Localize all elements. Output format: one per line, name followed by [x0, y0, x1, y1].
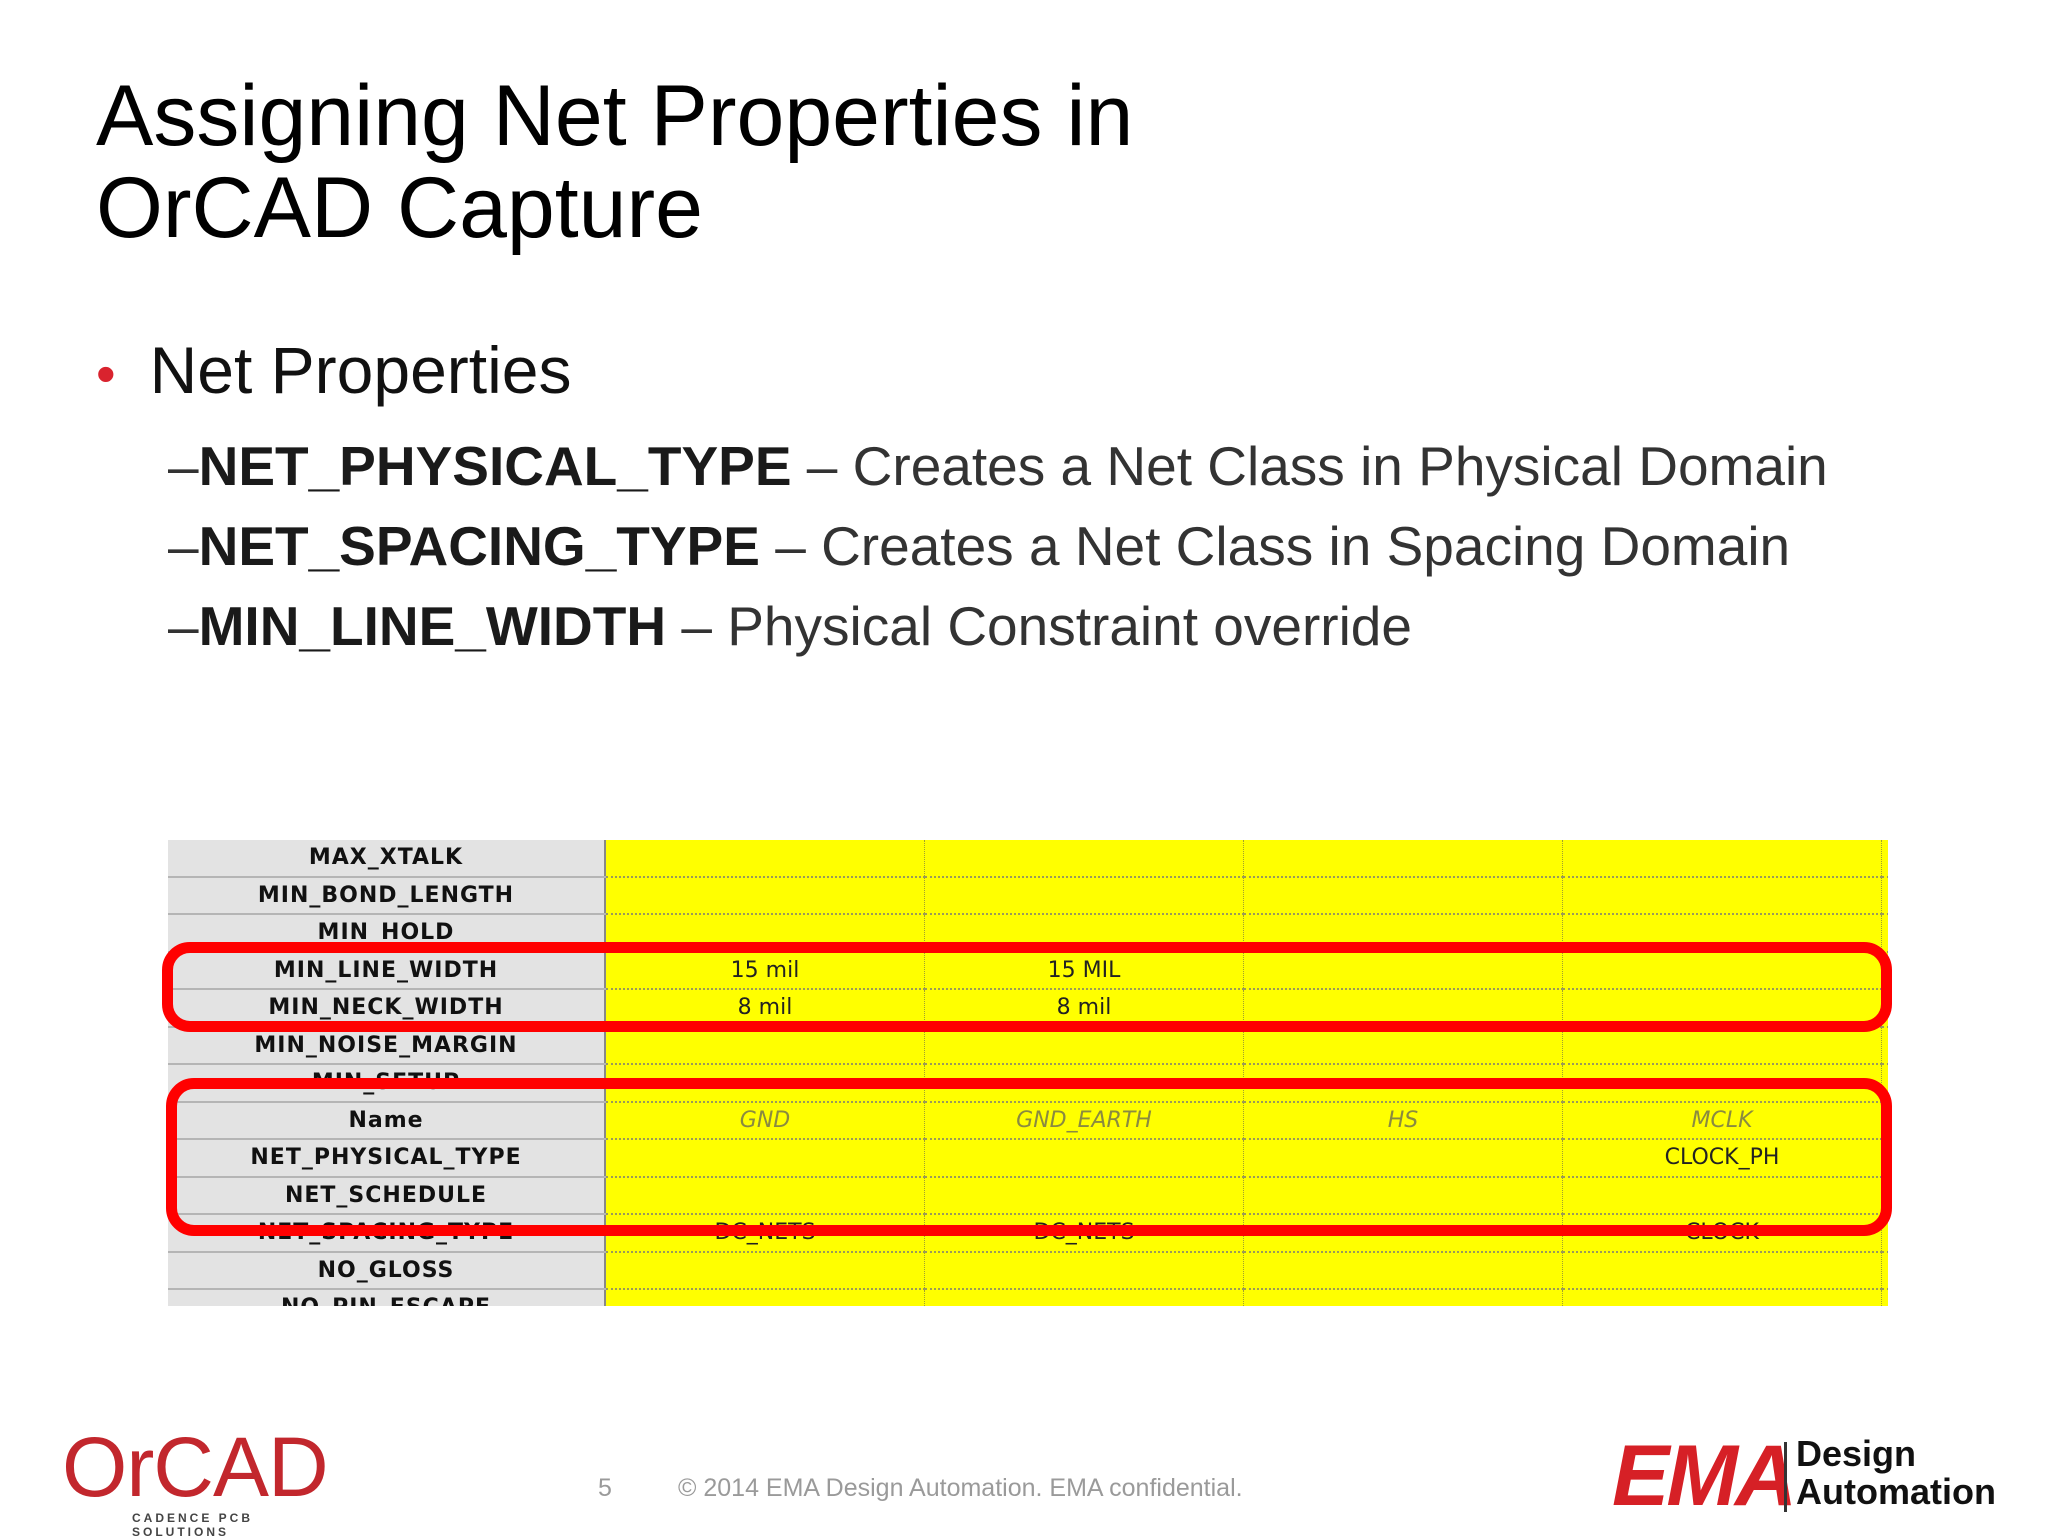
value-cell[interactable] [924, 1251, 1244, 1290]
sub-item-desc: – Physical Constraint override [666, 595, 1412, 657]
bullet-text: Net Properties [149, 333, 572, 407]
value-cell-edge [1881, 1251, 1888, 1290]
value-cell[interactable] [1243, 1139, 1563, 1178]
table-row: MIN_NOISE_MARGIN [168, 1026, 1888, 1065]
net-name-cell[interactable]: MCLK [1562, 1101, 1882, 1140]
value-cell[interactable] [1562, 840, 1882, 878]
property-grid-screenshot: MAX_XTALK MIN_BOND_LENGTH MIN_HOLD MIN_L… [168, 840, 1888, 1306]
value-cell[interactable] [1243, 1026, 1563, 1065]
value-cell[interactable]: 15 mil [605, 951, 925, 990]
table-row: NO_PIN_ESCAPE [168, 1289, 1888, 1306]
value-cell[interactable] [1243, 1251, 1563, 1290]
ema-logo-line2: Automation [1796, 1471, 1996, 1512]
property-name-cell[interactable]: MIN_NOISE_MARGIN [168, 1026, 606, 1065]
value-cell[interactable] [1562, 1026, 1882, 1065]
footer-copyright: © 2014 EMA Design Automation. EMA confid… [678, 1474, 1243, 1502]
property-name-cell[interactable]: MIN_BOND_LENGTH [168, 876, 606, 915]
sub-item-dash: – [168, 515, 199, 577]
value-cell[interactable] [924, 1026, 1244, 1065]
value-cell[interactable] [1562, 876, 1882, 915]
bullet-net-properties: • Net Properties [96, 330, 571, 414]
value-cell[interactable] [924, 840, 1244, 878]
value-cell[interactable] [1562, 1251, 1882, 1290]
net-name-cell[interactable]: GND_EARTH [924, 1101, 1244, 1140]
value-cell[interactable] [1243, 840, 1563, 878]
property-name-cell[interactable]: MAX_XTALK [168, 840, 606, 878]
value-cell[interactable] [605, 1139, 925, 1178]
page-number: 5 [598, 1474, 612, 1502]
table-row: NET_PHYSICAL_TYPE CLOCK_PH [168, 1139, 1888, 1178]
value-cell[interactable] [924, 876, 1244, 915]
table-row: MAX_XTALK [168, 840, 1888, 878]
bullet-dot-icon: • [96, 342, 116, 405]
slide-title: Assigning Net Properties in OrCAD Captur… [96, 70, 1133, 254]
sub-item-min-line-width: –MIN_LINE_WIDTH – Physical Constraint ov… [168, 586, 1828, 666]
table-row: NO_GLOSS [168, 1251, 1888, 1290]
value-cell[interactable] [1243, 1176, 1563, 1215]
property-grid: MAX_XTALK MIN_BOND_LENGTH MIN_HOLD MIN_L… [168, 840, 1888, 1306]
value-cell[interactable] [605, 876, 925, 915]
value-cell[interactable] [924, 1176, 1244, 1215]
sub-item-dash: – [168, 595, 199, 657]
orcad-logo-word: OrCAD [62, 1420, 329, 1514]
sub-bullet-list: –NET_PHYSICAL_TYPE – Creates a Net Class… [168, 426, 1828, 666]
value-cell[interactable] [1243, 951, 1563, 990]
orcad-logo: OrCAD CADENCE PCB SOLUTIONS [62, 1420, 342, 1539]
sub-item-dash: – [168, 435, 199, 497]
value-cell-edge [1881, 1214, 1888, 1253]
table-row: NET_SCHEDULE [168, 1176, 1888, 1215]
ema-logo-line1: Design [1796, 1433, 1917, 1474]
value-cell[interactable] [605, 840, 925, 878]
property-name-cell[interactable]: NET_PHYSICAL_TYPE [168, 1139, 606, 1178]
value-cell[interactable] [1562, 1176, 1882, 1215]
value-cell-edge [1881, 1026, 1888, 1065]
value-cell[interactable]: CLOCK_PH [1562, 1139, 1882, 1178]
sub-item-term: NET_SPACING_TYPE [198, 515, 760, 577]
property-name-cell[interactable]: NO_GLOSS [168, 1251, 606, 1290]
value-cell[interactable] [924, 1139, 1244, 1178]
orcad-logo-tagline: CADENCE PCB SOLUTIONS [132, 1511, 254, 1539]
ema-logo: EMA Design Automation [1612, 1428, 2022, 1524]
highlight-box-physical-constraints [162, 942, 1892, 1032]
value-cell-edge [1881, 914, 1888, 953]
sub-item-desc: – Creates a Net Class in Physical Domain [791, 435, 1828, 497]
value-cell[interactable] [1243, 1289, 1563, 1306]
table-row: MIN_LINE_WIDTH 15 mil 15 MIL [168, 951, 1888, 990]
sub-item-net-spacing-type: –NET_SPACING_TYPE – Creates a Net Class … [168, 506, 1828, 586]
value-cell[interactable] [1562, 1289, 1882, 1306]
net-name-cell[interactable]: GND [605, 1101, 925, 1140]
net-name-cell[interactable]: HS [1243, 1101, 1563, 1140]
highlight-box-net-class-properties [166, 1078, 1892, 1236]
sub-item-net-physical-type: –NET_PHYSICAL_TYPE – Creates a Net Class… [168, 426, 1828, 506]
value-cell[interactable] [1562, 951, 1882, 990]
value-cell[interactable] [605, 1251, 925, 1290]
property-name-cell[interactable]: NO_PIN_ESCAPE [168, 1289, 606, 1306]
slide-title-line1: Assigning Net Properties in [96, 68, 1134, 164]
value-cell-edge [1881, 876, 1888, 915]
ema-logo-word: EMA [1612, 1428, 1797, 1524]
ema-logo-divider [1784, 1442, 1787, 1512]
value-cell[interactable] [924, 1289, 1244, 1306]
value-cell[interactable] [605, 1026, 925, 1065]
property-name-cell[interactable]: Name [168, 1101, 606, 1140]
sub-item-desc: – Creates a Net Class in Spacing Domain [759, 515, 1791, 577]
table-row: Name GND GND_EARTH HS MCLK [168, 1101, 1888, 1140]
sub-item-term: NET_PHYSICAL_TYPE [198, 435, 792, 497]
value-cell[interactable] [1243, 876, 1563, 915]
value-cell[interactable] [605, 1289, 925, 1306]
value-cell-edge [1881, 1289, 1888, 1306]
value-cell-edge [1881, 840, 1888, 878]
value-cell[interactable] [605, 1176, 925, 1215]
table-row: MIN_BOND_LENGTH [168, 876, 1888, 915]
property-name-cell[interactable]: NET_SCHEDULE [168, 1176, 606, 1215]
value-cell[interactable]: 15 MIL [924, 951, 1244, 990]
slide-title-line2: OrCAD Capture [96, 160, 703, 256]
sub-item-term: MIN_LINE_WIDTH [198, 595, 667, 657]
property-name-cell[interactable]: MIN_LINE_WIDTH [168, 951, 606, 990]
